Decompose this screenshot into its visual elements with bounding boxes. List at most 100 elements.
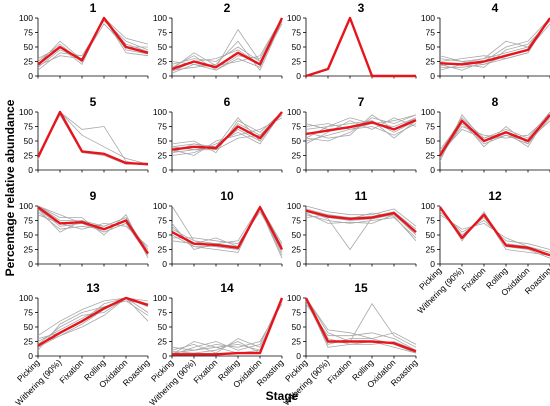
y-tick-label: 50 <box>292 322 302 332</box>
y-tick-label: 50 <box>24 136 34 146</box>
member-profile-line <box>439 111 550 153</box>
panel-title: 6 <box>224 95 231 109</box>
y-tick-label: 75 <box>426 122 436 132</box>
member-profile-line <box>305 300 417 354</box>
trend-line <box>305 16 416 78</box>
y-tick-label: 0 <box>28 71 33 81</box>
y-tick-label: 0 <box>162 259 167 269</box>
y-tick-label: 100 <box>421 201 435 211</box>
member-profile-line <box>305 117 417 142</box>
x-axis-title: Stage <box>266 389 299 403</box>
panel-title: 13 <box>86 281 100 295</box>
y-tick-label: 75 <box>158 216 168 226</box>
panel-4: 4 0 25 50 75 100 <box>421 1 550 81</box>
y-tick-label: 75 <box>426 28 436 38</box>
y-tick-label: 0 <box>28 165 33 175</box>
y-tick-label: 25 <box>292 245 302 255</box>
y-tick-label: 25 <box>24 151 34 161</box>
member-profile-line <box>305 205 417 227</box>
panel-title: 3 <box>358 1 365 15</box>
y-tick-label: 25 <box>292 337 302 347</box>
panel-title: 10 <box>220 189 234 203</box>
member-profile-line <box>37 17 149 68</box>
member-profile-line <box>37 111 149 166</box>
trend-line <box>171 206 284 251</box>
x-category-label: Fixation <box>57 357 85 385</box>
trend-line <box>171 111 283 151</box>
y-tick-label: 75 <box>24 308 34 318</box>
trend-line <box>37 296 149 347</box>
y-axis-title: Percentage relative abundance <box>3 99 17 276</box>
trend-line <box>37 206 149 255</box>
panel-8: 8 0 25 50 75 100 <box>421 95 550 175</box>
member-profile-line <box>439 111 550 155</box>
y-tick-label: 50 <box>24 230 34 240</box>
panel-9: 9 0 25 50 75 100 <box>19 189 149 269</box>
y-tick-label: 50 <box>292 230 302 240</box>
member-profile-line <box>171 17 283 70</box>
y-tick-label: 50 <box>158 42 168 52</box>
panel-title: 12 <box>488 189 502 203</box>
panel-title: 4 <box>492 1 499 15</box>
y-tick-label: 0 <box>296 165 301 175</box>
member-profile-line <box>37 111 149 165</box>
panel-title: 8 <box>492 95 499 109</box>
y-tick-label: 25 <box>158 57 168 67</box>
y-tick-label: 75 <box>292 216 302 226</box>
y-tick-label: 25 <box>426 57 436 67</box>
trend-line <box>304 297 417 353</box>
trend-line <box>171 17 284 71</box>
member-profile-line <box>171 303 283 351</box>
y-tick-label: 100 <box>153 293 167 303</box>
member-profile-line <box>305 123 417 136</box>
member-profile-line <box>305 114 417 139</box>
member-profile-line <box>171 300 283 354</box>
y-tick-label: 50 <box>292 42 302 52</box>
y-tick-label: 100 <box>153 13 167 23</box>
trend-line <box>37 16 149 66</box>
member-profile-line <box>305 297 417 348</box>
panel-title: 11 <box>355 189 368 203</box>
trend-line <box>305 118 417 136</box>
member-profile-line <box>37 300 149 351</box>
panel-2: 2 0 25 50 75 100 <box>153 1 284 81</box>
member-profile-line <box>37 297 149 345</box>
panel-11: 11 0 25 50 75 100 <box>287 189 417 269</box>
y-tick-label: 75 <box>292 122 302 132</box>
y-tick-label: 0 <box>296 71 301 81</box>
y-tick-label: 25 <box>158 151 168 161</box>
member-profile-line <box>439 214 550 253</box>
trend-line <box>438 114 550 157</box>
y-tick-label: 75 <box>426 216 436 226</box>
trend-line <box>439 206 550 257</box>
y-tick-label: 75 <box>292 308 302 318</box>
y-tick-label: 75 <box>292 28 302 38</box>
member-profile-line <box>171 111 283 153</box>
y-tick-label: 25 <box>426 151 436 161</box>
y-tick-label: 25 <box>24 245 34 255</box>
panel-1: 1 0 25 50 75 100 <box>19 1 149 81</box>
y-tick-label: 100 <box>19 107 33 117</box>
y-tick-label: 0 <box>296 259 301 269</box>
y-tick-label: 100 <box>287 201 301 211</box>
panel-title: 9 <box>90 189 97 203</box>
member-profile-line <box>305 297 417 354</box>
y-tick-label: 100 <box>19 13 33 23</box>
trend-line <box>305 209 417 234</box>
x-category-label: Fixation <box>459 265 487 293</box>
panel-3: 3 0 25 50 75 100 <box>287 1 417 81</box>
y-tick-label: 50 <box>426 42 436 52</box>
member-profile-line <box>37 208 149 256</box>
panel-7: 7 0 25 50 75 100 <box>287 95 417 175</box>
y-tick-label: 0 <box>162 71 167 81</box>
panels: 1025507510020255075100302550751004025507… <box>13 1 550 406</box>
x-category-label: Fixation <box>191 357 219 385</box>
y-tick-label: 75 <box>24 122 34 132</box>
y-tick-label: 0 <box>28 259 33 269</box>
member-profile-line <box>171 111 283 151</box>
y-tick-label: 50 <box>426 230 436 240</box>
panel-title: 7 <box>358 95 365 109</box>
